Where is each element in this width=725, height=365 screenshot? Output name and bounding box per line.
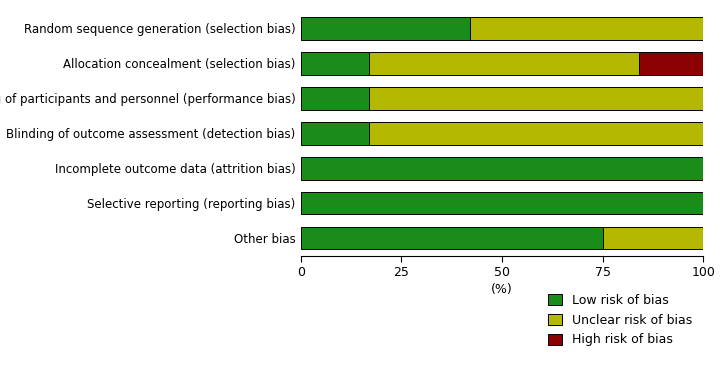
Bar [639,52,703,75]
Bar [470,17,703,40]
Bar [301,227,602,249]
Legend: Low risk of bias, Unclear risk of bias, High risk of bias: Low risk of bias, Unclear risk of bias, … [543,289,697,351]
Bar [301,192,703,215]
Bar [369,52,639,75]
Bar [301,157,703,180]
Bar [369,122,703,145]
Bar [301,52,369,75]
Bar [301,122,369,145]
Bar [301,17,470,40]
Bar [369,87,703,109]
X-axis label: (%): (%) [492,283,513,296]
Bar [301,87,369,109]
Bar [602,227,703,249]
